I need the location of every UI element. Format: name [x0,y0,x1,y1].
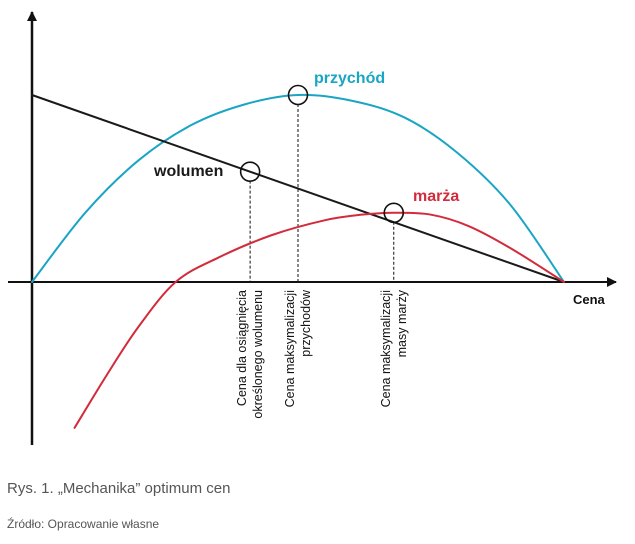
annotation-text: Cena maksymalizacji [283,290,297,407]
series-line-marza [73,211,565,429]
annotation-text: określonego wolumenu [251,290,265,419]
series-label-przychod: przychód [314,70,385,87]
marker-marza [383,202,405,224]
annotation-text: Cena dla osiągnięcia [235,290,249,406]
x-axis-label: Cena [573,292,606,307]
series-label-wolumen: wolumen [153,163,223,180]
annotation-text: masy marży [395,289,409,357]
figure-caption: Rys. 1. „Mechanika” optimum cen [7,480,231,497]
marker-przychod [287,84,309,106]
series-line-przychod [31,93,565,283]
chart: Cena dla osiągnięcia określonego wolumenu… [8,11,617,445]
series-line-wolumen [31,94,565,283]
marker-wolumen [239,161,261,182]
figure-source: Źródło: Opracowanie własne [7,517,160,531]
annotation-text: przychodów [299,289,313,357]
annotation-text: Cena maksymalizacji [379,290,393,407]
series-label-marza: marża [413,188,459,205]
